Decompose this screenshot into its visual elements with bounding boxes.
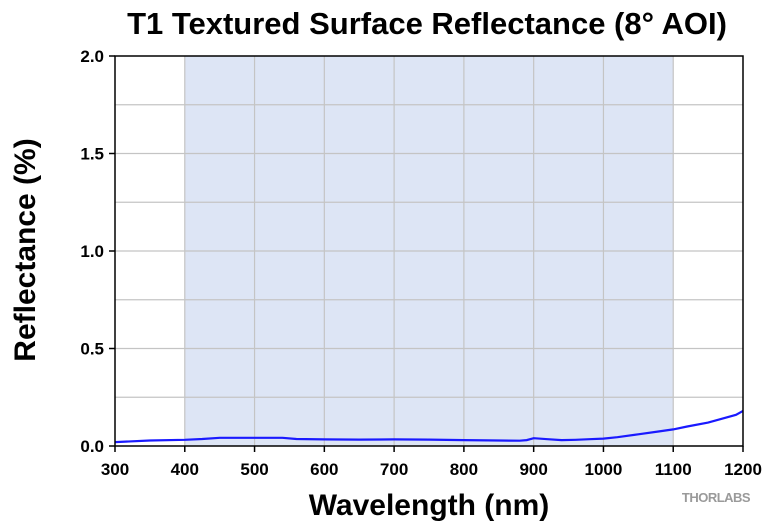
y-axis-label: Reflectance (%) <box>9 138 42 361</box>
chart-title: T1 Textured Surface Reflectance (8° AOI) <box>127 6 727 41</box>
grid <box>115 56 743 446</box>
x-tick-label: 1100 <box>655 460 692 479</box>
x-tick-label: 300 <box>101 460 129 479</box>
y-tick-label: 2.0 <box>80 47 104 66</box>
x-tick-label: 800 <box>450 460 478 479</box>
y-tick-label: 0.0 <box>80 437 104 456</box>
series-line <box>114 409 744 444</box>
x-tick-label: 1000 <box>585 460 623 479</box>
x-tick-label: 900 <box>519 460 547 479</box>
y-tick-label: 1.0 <box>80 242 104 261</box>
x-tick-label: 500 <box>240 460 268 479</box>
plot-area <box>109 55 744 452</box>
x-tick-label: 700 <box>380 460 408 479</box>
y-tick-label: 0.5 <box>80 340 104 359</box>
x-tick-label: 400 <box>171 460 199 479</box>
x-tick-label: 1200 <box>724 460 762 479</box>
x-tick-label: 600 <box>310 460 338 479</box>
x-axis-label: Wavelength (nm) <box>309 489 550 522</box>
thorlabs-logo: THORLABS <box>682 490 751 505</box>
y-tick-label: 1.5 <box>80 145 104 164</box>
y-tick-labels: 0.0 0.5 1.0 1.5 2.0 <box>80 47 104 456</box>
axis-ticks <box>109 55 744 452</box>
x-tick-labels: 300 400 500 600 700 800 900 1000 1100 1200 <box>101 460 762 479</box>
